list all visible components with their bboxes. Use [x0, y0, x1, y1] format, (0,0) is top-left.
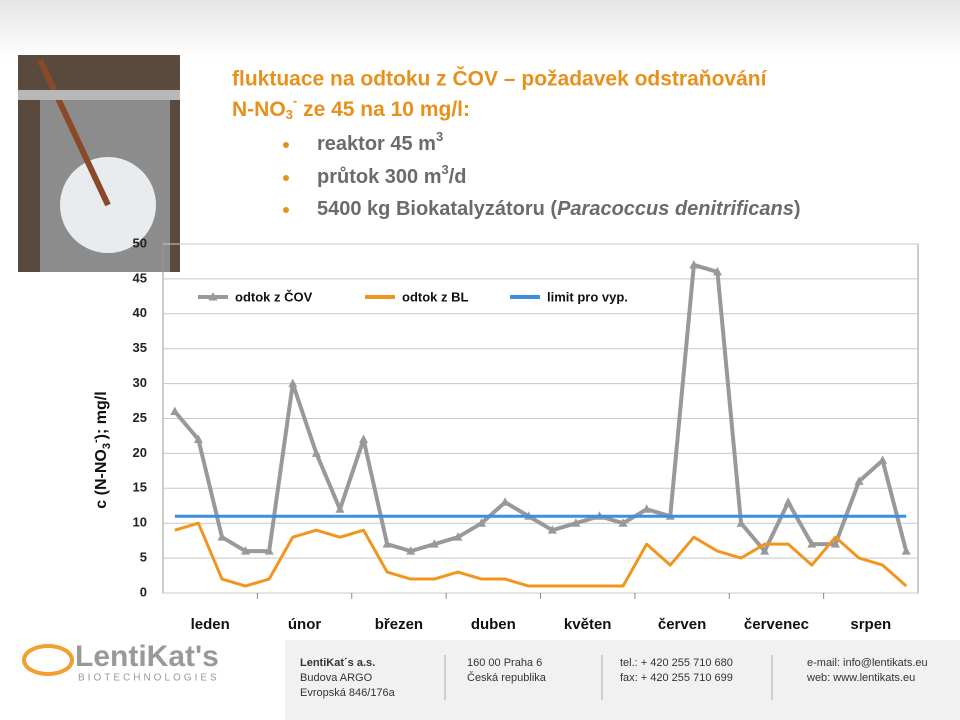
bullet-part: reaktor 45 m — [317, 133, 436, 155]
logo: LentiKat's — [75, 640, 219, 673]
point-marker — [359, 434, 369, 443]
legend-label: odtok z BL — [402, 289, 468, 304]
point-marker — [642, 504, 652, 513]
bullet-part: /d — [449, 166, 467, 188]
point-marker — [500, 497, 510, 506]
x-tick-label: srpen — [850, 616, 891, 633]
point-marker — [854, 476, 864, 485]
title-part: 3 — [286, 107, 293, 122]
y-label-part: ); mg/l — [93, 391, 110, 439]
series-line — [174, 521, 908, 588]
point-marker — [453, 532, 463, 541]
point-marker — [382, 539, 392, 548]
point-marker — [807, 539, 817, 548]
footer-text: e-mail: info@lentikats.eu — [807, 657, 928, 669]
point-marker — [736, 518, 746, 527]
title-part: N-NO — [232, 98, 286, 121]
footer-text: Česká republika — [467, 671, 547, 684]
point-marker — [477, 518, 487, 527]
y-label-part: 3 — [101, 443, 113, 449]
point-marker — [760, 546, 770, 555]
point-marker — [712, 266, 722, 276]
x-tick-label: únor — [288, 616, 321, 633]
x-tick-label: březen — [375, 616, 423, 633]
point-marker — [241, 546, 251, 555]
y-tick-label: 25 — [133, 410, 147, 425]
footer-text: tel.: + 420 255 710 680 — [620, 657, 733, 669]
point-marker — [311, 448, 321, 457]
bullet-part: ) — [794, 198, 801, 220]
logo-sub: BIOTECHNOLOGIES — [78, 673, 220, 684]
y-label-part: - — [90, 439, 102, 443]
point-marker — [217, 532, 227, 541]
header-band — [0, 0, 960, 60]
y-tick-label: 35 — [133, 340, 147, 355]
footer-text: fax: + 420 255 710 699 — [620, 672, 733, 684]
point-marker — [406, 546, 416, 555]
bullet-part: 5400 kg Biokatalyzátoru ( — [317, 198, 557, 220]
bullet-part: 3 — [441, 162, 448, 177]
legend-marker — [208, 292, 218, 301]
point-marker — [264, 546, 274, 555]
point-marker — [547, 525, 557, 534]
footer-text: Budova ARGO — [300, 672, 373, 684]
point-marker — [830, 539, 840, 548]
x-tick-label: červenec — [744, 616, 809, 633]
footer-text: Evropská 846/176a — [300, 687, 396, 699]
title-part: ze 45 na 10 mg/l: — [297, 98, 470, 121]
title: N-NO3- ze 45 na 10 mg/l: — [232, 93, 470, 122]
x-tick-label: leden — [191, 616, 230, 633]
series-line — [173, 262, 909, 554]
y-label-part: c (N-NO — [93, 449, 110, 509]
point-marker — [783, 497, 793, 506]
bullets: reaktor 45 m3 průtok 300 m3/d 5400 kg Bi… — [283, 129, 801, 220]
photo — [18, 55, 180, 272]
y-axis-label: c (N-NO3-); mg/l — [90, 391, 113, 508]
point-marker — [571, 518, 581, 527]
point-marker — [618, 518, 628, 527]
footer-text: 160 00 Praha 6 — [467, 657, 542, 669]
bullet: reaktor 45 m3 — [317, 129, 443, 155]
legend-label: odtok z ČOV — [235, 289, 313, 304]
bullet-part: průtok 300 m — [317, 166, 441, 188]
title: fluktuace na odtoku z ČOV – požadavek od… — [232, 67, 768, 91]
point-marker — [689, 259, 699, 269]
y-tick-label: 0 — [140, 584, 147, 599]
point-marker — [193, 434, 203, 443]
x-tick-label: červen — [658, 616, 706, 633]
point-marker — [878, 455, 888, 464]
y-tick-label: 30 — [133, 375, 147, 390]
x-tick-label: květen — [564, 616, 612, 633]
bullet: průtok 300 m3/d — [317, 162, 467, 188]
point-marker — [429, 539, 439, 548]
y-tick-label: 50 — [133, 235, 147, 250]
point-marker — [288, 378, 298, 388]
legend-label: limit pro vyp. — [547, 289, 628, 304]
y-tick-label: 5 — [140, 550, 147, 565]
point-marker — [335, 504, 345, 513]
point-marker — [901, 546, 911, 555]
footer: LentiKat's BIOTECHNOLOGIES — [22, 640, 960, 720]
chart: 0 5 10 15 20 25 30 35 40 45 50 leden únor březen duben… — [133, 235, 918, 633]
point-marker — [170, 406, 180, 416]
y-tick-label: 40 — [133, 305, 147, 320]
bullet-part: 3 — [436, 129, 443, 144]
y-tick-label: 45 — [133, 270, 147, 285]
bullet-part: Paracoccus denitrificans — [557, 198, 794, 220]
title-part: - — [293, 93, 297, 108]
bullet: 5400 kg Biokatalyzátoru (Paracoccus deni… — [317, 198, 801, 220]
x-tick-label: duben — [471, 616, 516, 633]
footer-text: web: www.lentikats.eu — [806, 672, 915, 684]
y-tick-label: 10 — [133, 515, 147, 530]
footer-text: LentiKat´s a.s. — [300, 657, 375, 669]
y-tick-label: 20 — [133, 445, 147, 460]
y-tick-label: 15 — [133, 480, 147, 495]
